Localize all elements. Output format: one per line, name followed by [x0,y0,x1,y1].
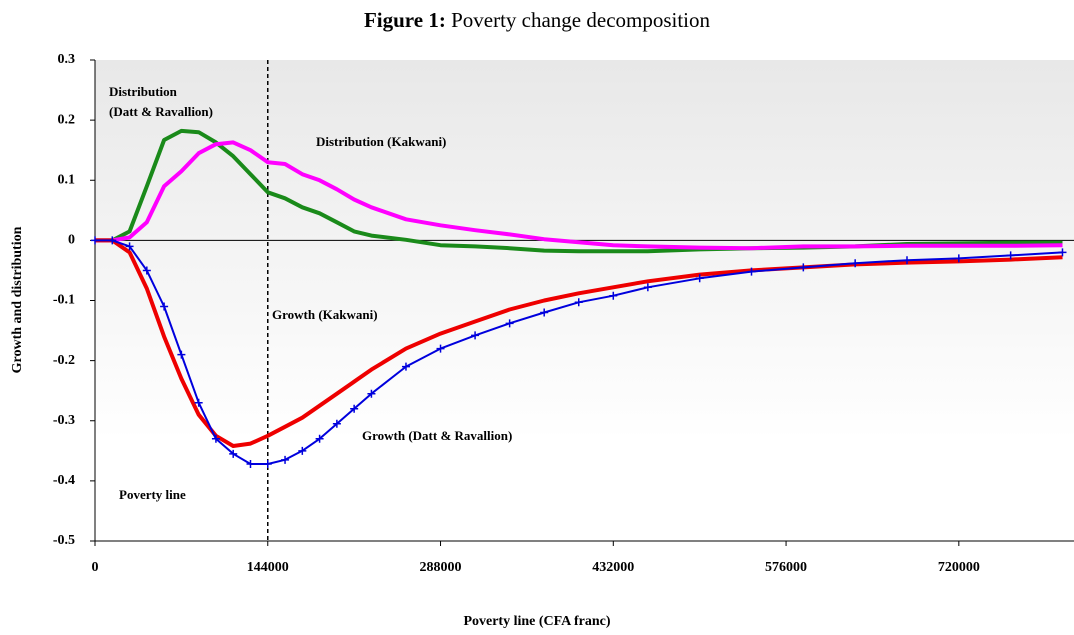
series-marker [851,259,860,268]
y-tick-label: -0.3 [53,413,75,428]
series-marker [954,254,963,263]
y-tick-label: 0.2 [58,112,76,127]
y-tick-label: 0.1 [58,172,76,187]
annotation: (Datt & Ravallion) [109,104,213,119]
x-tick-label: 576000 [765,560,807,575]
chart-title: Figure 1: Poverty change decomposition [364,8,711,32]
x-tick-label: 144000 [247,560,289,575]
annotation: Growth (Datt & Ravallion) [362,428,512,443]
series-marker [1058,248,1067,257]
series-marker [747,267,756,276]
series-marker [540,308,549,317]
series-marker [574,298,583,307]
y-tick-label: -0.4 [53,473,75,488]
series-marker [160,302,169,311]
y-tick-label: 0 [68,233,75,248]
series-marker [1006,251,1015,260]
series-marker [799,263,808,272]
series-marker [211,434,220,443]
annotation: Distribution (Kakwani) [316,134,446,149]
annotation: Growth (Kakwani) [272,307,378,322]
series-marker [367,389,376,398]
y-tick-label: -0.5 [53,533,75,548]
series-marker [609,291,618,300]
series-marker [91,236,99,245]
series-marker [177,350,186,359]
series-marker [281,455,290,464]
series-marker [315,434,324,443]
x-tick-label: 720000 [938,560,980,575]
x-axis-label: Poverty line (CFA franc) [463,614,610,629]
series-marker [643,283,652,292]
title-label: Figure 1: [364,8,446,32]
series-marker [194,398,203,407]
series-marker [350,404,359,413]
series-marker [332,419,341,428]
annotation: Poverty line [119,487,186,502]
series-marker [263,460,272,469]
y-tick-label: -0.1 [53,293,75,308]
annotation: Distribution [109,84,178,99]
series-marker [902,256,911,265]
series-marker [695,274,704,283]
series-marker [108,236,117,245]
series-marker [246,460,255,469]
series-marker [401,362,410,371]
x-tick-label: 288000 [420,560,462,575]
y-tick-label: -0.2 [53,353,75,368]
series-marker [298,446,307,455]
series-line [95,140,1063,251]
series-marker [505,319,514,328]
x-tick-label: 0 [92,560,99,575]
series-marker [471,331,480,340]
series-marker [229,449,238,458]
y-axis-label: Growth and distribution [10,226,25,373]
series-marker [125,242,134,251]
series-marker [142,266,151,275]
x-tick-label: 432000 [592,560,634,575]
title-text: Poverty change decomposition [451,8,710,32]
series-marker [436,344,445,353]
y-tick-label: 0.3 [58,52,76,67]
